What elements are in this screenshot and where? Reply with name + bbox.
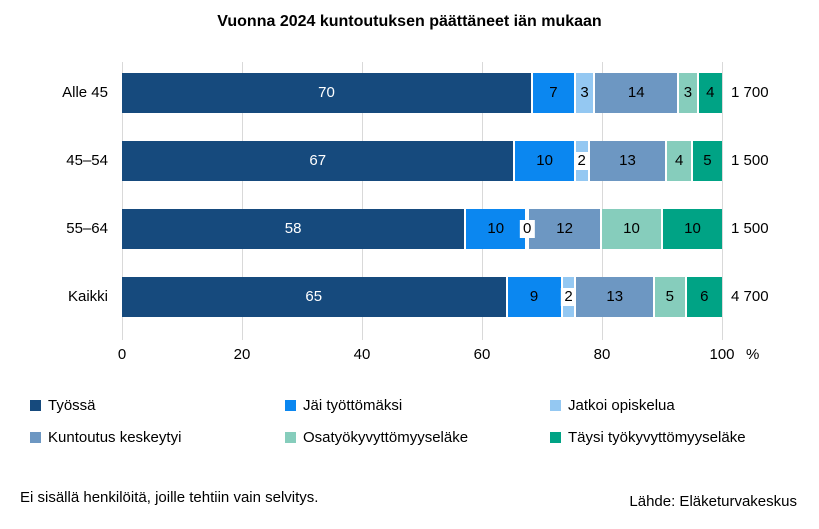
- bar-segment: 65: [122, 277, 506, 317]
- gridline: [722, 62, 723, 340]
- segment-label: 58: [284, 220, 302, 237]
- legend-swatch: [285, 400, 296, 411]
- segment-label: 9: [529, 288, 539, 305]
- bar-row: 65 9 2 13 5 6: [122, 277, 722, 317]
- segment-label: 14: [627, 84, 645, 101]
- x-tick-label: 80: [593, 346, 611, 363]
- bar-segment: 10: [513, 141, 574, 181]
- legend-item: Työssä: [30, 397, 285, 414]
- segment-label: 13: [606, 288, 624, 305]
- segment-label: 67: [309, 152, 327, 169]
- bar-segment: 10: [464, 209, 526, 249]
- bar-segment: 10: [661, 209, 722, 249]
- gridline: [602, 62, 603, 340]
- x-axis-unit: %: [746, 346, 760, 363]
- bar-segment: 4: [665, 141, 691, 181]
- legend-item: Osatyökyvyttömyyseläke: [285, 429, 550, 446]
- bar-segment: 10: [600, 209, 661, 249]
- segment-label: 4: [706, 84, 715, 101]
- bar-total-label: 1 500: [731, 220, 769, 237]
- category-label: 55–64: [66, 220, 108, 237]
- legend-item: Jäi työttömäksi: [285, 397, 550, 414]
- x-tick-label: 100: [709, 346, 735, 363]
- segment-label: 10: [684, 220, 701, 237]
- segment-label: 10: [487, 220, 505, 237]
- legend-swatch: [30, 400, 41, 411]
- bar-segment: 3: [573, 73, 594, 113]
- bar-segment: 5: [653, 277, 685, 317]
- x-tick-label: 40: [353, 346, 371, 363]
- segment-label: 3: [580, 84, 589, 101]
- bar-segment: 70: [122, 73, 531, 113]
- bar-segment: 3: [677, 73, 697, 113]
- legend-label: Työssä: [48, 397, 96, 414]
- gridline: [362, 62, 363, 340]
- gridline: [482, 62, 483, 340]
- x-tick-label: 0: [117, 346, 127, 363]
- segment-label: 3: [683, 84, 693, 101]
- bar-total-label: 1 700: [731, 84, 769, 101]
- bar-segment: 14: [593, 73, 678, 113]
- bar-segment: 7: [530, 73, 574, 113]
- segment-label: 6: [700, 288, 709, 305]
- legend: Työssä Jäi työttömäksi Jatkoi opiskelua Kun…: [30, 397, 746, 446]
- legend-label: Jatkoi opiskelua: [568, 397, 675, 414]
- source-label: Lähde: Eläketurvakeskus: [629, 493, 797, 510]
- category-label: 45–54: [66, 152, 108, 169]
- bar-row: 58 10 0 12 10 10: [122, 209, 722, 249]
- segment-label: 0: [520, 220, 535, 238]
- bar-total-label: 1 500: [731, 152, 769, 169]
- segment-label: 10: [623, 220, 640, 237]
- footnote: Ei sisällä henkilöitä, joille tehtiin va…: [20, 489, 319, 506]
- bar-segment: 0: [520, 209, 535, 249]
- legend-swatch: [30, 432, 41, 443]
- bar-total-label: 4 700: [731, 288, 769, 305]
- segment-label: 4: [674, 152, 684, 169]
- segment-label: 2: [561, 288, 576, 306]
- bar-row: 67 10 2 13 4 5: [122, 141, 722, 181]
- bar-segment: 2: [573, 141, 589, 181]
- bar-segment: 58: [122, 209, 465, 249]
- bar-row: 70 7 3 14 3 4: [122, 73, 722, 113]
- segment-label: 2: [574, 152, 589, 170]
- legend-label: Kuntoutus keskeytyi: [48, 429, 182, 446]
- segment-label: 70: [318, 84, 335, 101]
- chart-title: Vuonna 2024 kuntoutuksen päättäneet iän …: [217, 13, 602, 30]
- bar-segment: 2: [560, 277, 576, 317]
- segment-label: 5: [703, 152, 712, 169]
- x-tick-label: 20: [233, 346, 251, 363]
- segment-label: 5: [665, 288, 675, 305]
- plot-area: 70 7 3 14 3 4 67 10 2 13 4 5 58 10 0 12 10 10 65 9 2 13 5 6: [122, 62, 723, 340]
- segment-label: 10: [536, 152, 553, 169]
- legend-swatch: [285, 432, 296, 443]
- category-label: Alle 45: [62, 84, 108, 101]
- bar-segment: 9: [505, 277, 561, 317]
- gridline: [122, 62, 123, 340]
- x-tick-label: 60: [473, 346, 491, 363]
- bar-segment: 12: [527, 209, 600, 249]
- legend-item: Kuntoutus keskeytyi: [30, 429, 285, 446]
- legend-swatch: [550, 400, 561, 411]
- bar-segment: 5: [690, 141, 722, 181]
- segment-label: 65: [305, 288, 323, 305]
- bar-segment: 67: [122, 141, 514, 181]
- bar-segment: 4: [696, 73, 722, 113]
- bar-segment: 13: [574, 277, 654, 317]
- legend-label: Osatyökyvyttömyyseläke: [303, 429, 469, 446]
- legend-label: Täysi työkyvyttömyyseläke: [568, 429, 746, 446]
- category-label: Kaikki: [67, 288, 108, 305]
- bar-segment: 13: [587, 141, 666, 181]
- segment-label: 12: [556, 220, 573, 237]
- segment-label: 13: [619, 152, 636, 169]
- bar-segment: 6: [684, 277, 722, 317]
- legend-label: Jäi työttömäksi: [303, 397, 403, 414]
- legend-swatch: [550, 432, 561, 443]
- legend-item: Täysi työkyvyttömyyseläke: [550, 429, 746, 446]
- legend-item: Jatkoi opiskelua: [550, 397, 746, 414]
- gridline: [242, 62, 243, 340]
- segment-label: 7: [549, 84, 558, 101]
